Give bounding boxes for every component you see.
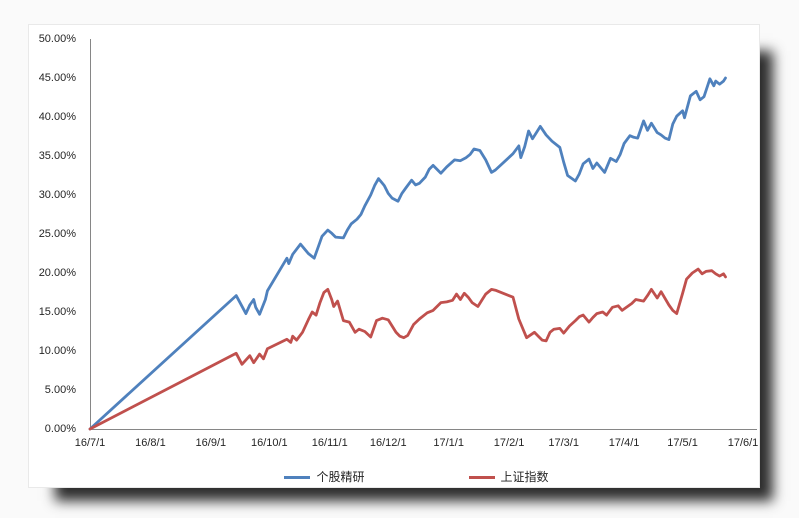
- y-tick-label: 35.00%: [38, 150, 76, 162]
- y-tick-label: 5.00%: [44, 384, 76, 396]
- plot-area: [88, 39, 757, 431]
- series-line-shangzhengzhishu: [88, 267, 727, 431]
- x-tick-label: 16/7/1: [74, 437, 106, 449]
- x-tick-label: 17/5/1: [667, 437, 698, 449]
- y-tick-label: 15.00%: [38, 306, 76, 318]
- x-tick-label: 16/12/1: [369, 437, 407, 449]
- x-tick-label: 17/6/1: [727, 437, 759, 449]
- y-tick-label: 10.00%: [38, 345, 76, 357]
- legend-item-shangzhengzhishu: 上证指数: [468, 469, 549, 485]
- blue-line-sample-icon: [284, 475, 311, 479]
- x-tick-label: 17/3/1: [548, 437, 579, 449]
- x-tick-label: 17/2/1: [493, 437, 525, 449]
- y-tick-label: 25.00%: [38, 228, 76, 240]
- x-tick-label: 16/9/1: [195, 437, 227, 449]
- red-line-sample-icon: [468, 475, 495, 479]
- chart-card: 0.00% 5.00% 10.00% 15.00% 20.00% 25.00% 30.00%…: [28, 24, 760, 488]
- y-tick-label: 30.00%: [38, 189, 76, 201]
- series-line-gegujingyan: [88, 76, 727, 431]
- y-tick-label: 50.00%: [38, 33, 76, 45]
- y-tick-label: 0.00%: [44, 423, 76, 435]
- x-tick-label: 16/10/1: [250, 437, 288, 449]
- x-tick-label: 16/11/1: [311, 437, 348, 449]
- y-tick-label: 20.00%: [38, 267, 76, 279]
- x-tick-label: 17/4/1: [608, 437, 640, 449]
- legend: 个股精研 上证指数: [90, 469, 743, 485]
- legend-label-shangzhengzhishu: 上证指数: [500, 469, 549, 484]
- x-tick-label: 16/8/1: [135, 437, 166, 449]
- y-tick-label: 40.00%: [38, 111, 76, 123]
- legend-label-gegujingyan: 个股精研: [316, 469, 365, 484]
- legend-item-gegujingyan: 个股精研: [284, 469, 365, 485]
- y-tick-label: 45.00%: [38, 72, 76, 84]
- x-tick-label: 17/1/1: [433, 437, 464, 449]
